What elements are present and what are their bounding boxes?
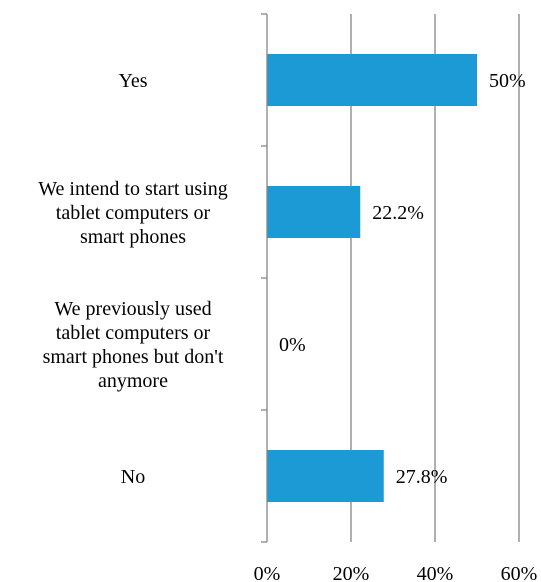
x-tick-label: 40% xyxy=(417,563,454,582)
data-label: 50% xyxy=(489,70,526,92)
bar xyxy=(267,186,361,238)
bars xyxy=(267,54,477,502)
x-tick-label: 0% xyxy=(254,563,281,582)
data-label: 22.2% xyxy=(372,202,424,224)
labels: 0% 20% 40% 60% 50% Yes 22.2% We intend to start… xyxy=(38,70,537,582)
data-label: 27.8% xyxy=(396,466,448,488)
category-label: Yes xyxy=(118,70,147,92)
data-label: 0% xyxy=(279,334,306,356)
x-tick-label: 60% xyxy=(501,563,538,582)
category-label: No xyxy=(121,466,145,488)
x-tick-label: 20% xyxy=(333,563,370,582)
category-label: We previously used tablet computers or sma… xyxy=(43,298,224,392)
y-axis xyxy=(261,13,268,543)
category-label: We intend to start using tablet computers… xyxy=(38,178,227,248)
bar xyxy=(267,450,384,502)
bar xyxy=(267,54,477,106)
